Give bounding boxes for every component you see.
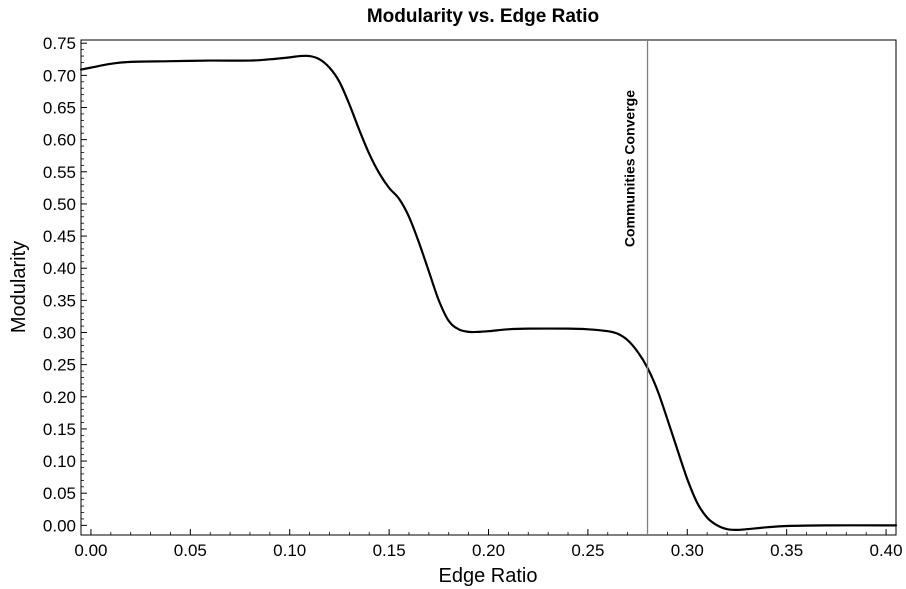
y-tick-label: 0.05 (43, 484, 76, 503)
y-tick-label: 0.35 (43, 291, 76, 310)
x-tick-label: 0.00 (74, 541, 107, 560)
y-axis: 0.00 0.05 0.10 0.15 0.20 0.25 0.30 0.35 0.40 0.45… (43, 34, 87, 535)
y-tick-label: 0.30 (43, 324, 76, 343)
y-tick-label: 0.60 (43, 131, 76, 150)
y-axis-label: Modularity (8, 241, 30, 333)
minor-ticks (81, 49, 867, 535)
y-tick-label: 0.45 (43, 227, 76, 246)
y-tick-label: 0.50 (43, 195, 76, 214)
x-tick-label: 0.15 (373, 541, 406, 560)
annotation-layer: Communities Converge (622, 40, 649, 535)
x-tick-label: 0.05 (174, 541, 207, 560)
x-tick-label: 0.40 (870, 541, 903, 560)
series-layer (79, 54, 898, 531)
y-tick-label: 0.55 (43, 163, 76, 182)
y-tick-label: 0.40 (43, 259, 76, 278)
y-tick-label: 0.10 (43, 452, 76, 471)
annotation-label: Communities Converge (622, 90, 638, 247)
y-tick-label: 0.00 (43, 516, 76, 535)
y-tick-label: 0.25 (43, 356, 76, 375)
x-tick-label: 0.30 (671, 541, 704, 560)
y-tick-label: 0.75 (43, 34, 76, 53)
x-tick-label: 0.20 (472, 541, 505, 560)
y-tick-label: 0.20 (43, 388, 76, 407)
chart-title: Modularity vs. Edge Ratio (367, 6, 599, 27)
x-tick-label: 0.25 (571, 541, 604, 560)
x-tick-label: 0.10 (273, 541, 306, 560)
x-tick-label: 0.35 (770, 541, 803, 560)
y-tick-label: 0.65 (43, 99, 76, 118)
y-tick-label: 0.70 (43, 66, 76, 85)
plot-area (80, 39, 897, 536)
x-axis-label: Edge Ratio (439, 565, 538, 587)
y-tick-label: 0.15 (43, 420, 76, 439)
series-line (79, 54, 898, 531)
x-axis: 0.00 0.05 0.10 0.15 0.20 0.25 0.30 0.35 0.40 (74, 529, 903, 560)
